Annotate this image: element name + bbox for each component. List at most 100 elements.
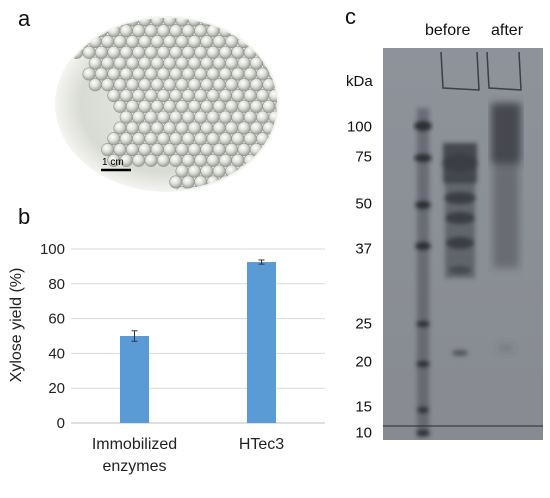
bead — [88, 78, 102, 92]
bead — [163, 99, 177, 113]
bead — [101, 18, 115, 27]
bead — [119, 24, 133, 38]
bead — [212, 121, 226, 135]
bead — [169, 175, 183, 189]
bead — [206, 153, 220, 167]
bead — [82, 67, 96, 81]
bead — [256, 24, 270, 38]
bead — [256, 45, 270, 59]
bead — [274, 35, 277, 49]
bead — [200, 143, 214, 157]
bead — [262, 18, 276, 27]
bead — [237, 56, 251, 70]
bead — [225, 143, 239, 157]
scale-bar: 1 cm — [101, 157, 131, 172]
bead — [194, 45, 208, 59]
bead — [274, 99, 277, 113]
bead — [132, 153, 146, 167]
bead — [262, 35, 276, 49]
y-tick-label: 40 — [48, 345, 65, 362]
bead — [262, 99, 276, 113]
bead — [138, 99, 152, 113]
bead — [138, 56, 152, 70]
bead — [113, 35, 127, 49]
bead — [169, 110, 183, 124]
bead — [181, 175, 195, 189]
bead — [181, 110, 195, 124]
bead — [57, 35, 65, 49]
bars — [120, 259, 276, 423]
bead — [63, 18, 77, 27]
bead — [194, 89, 208, 103]
y-axis-label: Xylose yield (%) — [8, 268, 25, 383]
xylose-yield-chart: 0 20 40 60 80 100 Immobilized enzymes HTec3 Xyl… — [8, 241, 325, 475]
lane-header-before: before — [425, 22, 471, 39]
bead — [175, 143, 189, 157]
bead — [187, 99, 201, 113]
bead — [187, 121, 201, 135]
bead — [163, 121, 177, 135]
bead — [237, 18, 251, 27]
marker-label: 10 — [355, 424, 372, 442]
bead — [200, 121, 214, 135]
bead — [76, 35, 90, 49]
bead — [113, 99, 127, 113]
bead — [231, 132, 245, 146]
bead — [181, 45, 195, 59]
bead — [156, 110, 170, 124]
bead — [175, 35, 189, 49]
bead — [119, 132, 133, 146]
bead — [57, 18, 65, 27]
bead — [243, 89, 257, 103]
bead — [150, 143, 164, 157]
bead — [231, 67, 245, 81]
bead — [169, 132, 183, 146]
bead — [274, 56, 277, 70]
bead — [101, 56, 115, 70]
bead — [218, 153, 232, 167]
bead — [163, 78, 177, 92]
bead — [256, 110, 270, 124]
bead — [101, 35, 115, 49]
bead — [231, 175, 245, 189]
bead — [212, 56, 226, 70]
bead — [206, 67, 220, 81]
bead — [150, 56, 164, 70]
panel-label-a: a — [18, 6, 31, 31]
bead — [138, 121, 152, 135]
bead — [144, 67, 158, 81]
bead — [88, 56, 102, 70]
bead — [268, 175, 277, 189]
marker-label: 37 — [355, 240, 372, 258]
bead — [156, 89, 170, 103]
bead — [243, 45, 257, 59]
bead — [94, 67, 108, 81]
bead — [206, 45, 220, 59]
bead — [212, 143, 226, 157]
bead — [256, 153, 270, 167]
bead — [194, 24, 208, 38]
bead — [125, 78, 139, 92]
bead — [187, 56, 201, 70]
bead — [218, 89, 232, 103]
bead — [107, 89, 121, 103]
bead — [225, 35, 239, 49]
bead — [249, 99, 263, 113]
bead — [206, 110, 220, 124]
bead — [150, 121, 164, 135]
bead — [262, 186, 276, 190]
bead — [243, 132, 257, 146]
bead — [132, 110, 146, 124]
x-category-label: Immobilized — [92, 436, 177, 453]
bead — [144, 89, 158, 103]
bead — [206, 89, 220, 103]
bead — [218, 67, 232, 81]
bead — [249, 164, 263, 178]
y-tick-label: 100 — [40, 241, 65, 258]
bead — [200, 99, 214, 113]
bar — [120, 336, 149, 423]
bead — [181, 24, 195, 38]
bead — [262, 164, 276, 178]
bead — [107, 45, 121, 59]
bead — [225, 56, 239, 70]
